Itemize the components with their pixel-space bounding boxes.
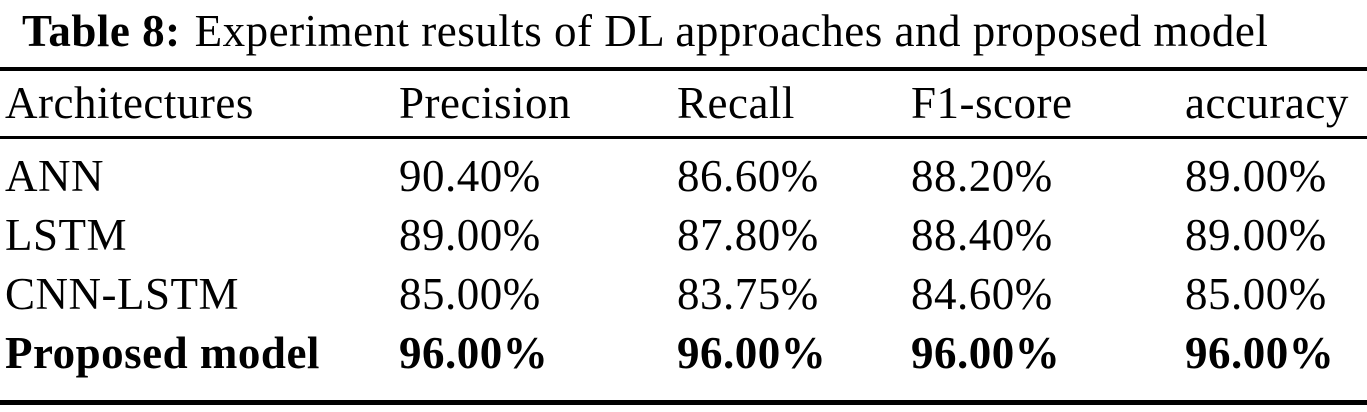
table-caption: Table 8: Experiment results of DL approac…: [0, 0, 1367, 60]
cell-accuracy: 89.00%: [1185, 151, 1327, 201]
table-row-cnn-lstm: CNN-LSTM 85.00% 83.75% 84.60% 85.00%: [0, 264, 1367, 323]
column-header-accuracy: accuracy: [1185, 69, 1367, 139]
column-header-recall: Recall: [677, 69, 911, 139]
table-row-proposed-model: Proposed model 96.00% 96.00% 96.00% 96.0…: [0, 323, 1367, 403]
cell-accuracy: 96.00%: [1185, 328, 1335, 378]
cell-architecture: CNN-LSTM: [5, 269, 240, 319]
cell-recall: 96.00%: [677, 328, 827, 378]
cell-recall: 83.75%: [677, 269, 819, 319]
cell-architecture: ANN: [5, 151, 104, 201]
table-caption-label: Table 8:: [22, 6, 181, 56]
table-caption-text: Experiment results of DL approaches and …: [194, 6, 1269, 56]
cell-architecture: LSTM: [5, 210, 128, 260]
cell-accuracy: 89.00%: [1185, 210, 1327, 260]
cell-f1-score: 88.40%: [911, 210, 1053, 260]
table-header-row: Architectures Precision Recall F1-score …: [0, 69, 1367, 139]
cell-recall: 86.60%: [677, 151, 819, 201]
cell-recall: 87.80%: [677, 210, 819, 260]
table-row-ann: ANN 90.40% 86.60% 88.20% 89.00%: [0, 138, 1367, 206]
column-header-f1-score: F1-score: [911, 69, 1185, 139]
cell-precision: 96.00%: [399, 328, 549, 378]
cell-precision: 90.40%: [399, 151, 541, 201]
cell-f1-score: 88.20%: [911, 151, 1053, 201]
results-table: Architectures Precision Recall F1-score …: [0, 67, 1367, 405]
cell-f1-score: 84.60%: [911, 269, 1053, 319]
column-header-precision: Precision: [399, 69, 677, 139]
cell-precision: 85.00%: [399, 269, 541, 319]
cell-f1-score: 96.00%: [911, 328, 1061, 378]
cell-architecture: Proposed model: [5, 328, 320, 378]
column-header-architectures: Architectures: [0, 69, 399, 139]
cell-accuracy: 85.00%: [1185, 269, 1327, 319]
table-row-lstm: LSTM 89.00% 87.80% 88.40% 89.00%: [0, 205, 1367, 264]
cell-precision: 89.00%: [399, 210, 541, 260]
